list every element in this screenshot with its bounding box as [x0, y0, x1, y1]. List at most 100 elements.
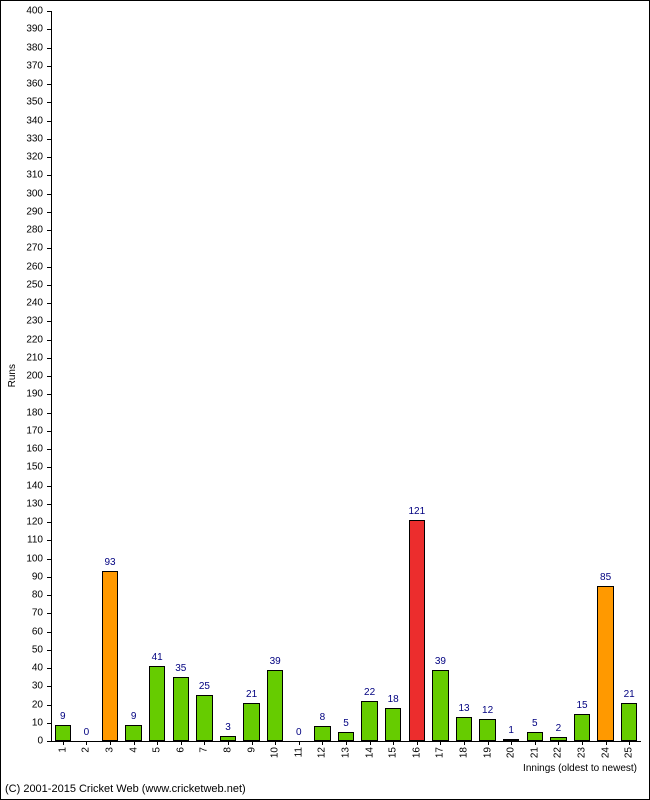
- y-tick-label: 290: [26, 206, 43, 217]
- x-tick-mark: [606, 741, 607, 745]
- bar: [409, 520, 426, 741]
- x-tick-label: 7: [199, 747, 210, 753]
- bar-value-label: 0: [296, 727, 302, 738]
- y-tick-label: 210: [26, 352, 43, 363]
- y-tick-label: 40: [32, 663, 43, 674]
- y-tick-label: 120: [26, 517, 43, 528]
- x-tick-mark: [299, 741, 300, 745]
- x-tick-mark: [417, 741, 418, 745]
- bar-value-label: 3: [225, 722, 231, 733]
- y-tick-mark: [47, 340, 51, 341]
- y-tick-mark: [47, 267, 51, 268]
- x-tick-mark: [181, 741, 182, 745]
- bar-value-label: 22: [364, 687, 375, 698]
- x-tick-label: 19: [482, 747, 493, 758]
- y-tick-label: 50: [32, 644, 43, 655]
- y-tick-label: 130: [26, 498, 43, 509]
- y-tick-mark: [47, 285, 51, 286]
- y-tick-mark: [47, 431, 51, 432]
- bar-value-label: 21: [246, 689, 257, 700]
- x-tick-mark: [558, 741, 559, 745]
- y-tick-mark: [47, 650, 51, 651]
- x-tick-mark: [393, 741, 394, 745]
- bar-value-label: 9: [131, 711, 137, 722]
- x-tick-label: 3: [105, 747, 116, 753]
- x-tick-label: 10: [270, 747, 281, 758]
- y-tick-mark: [47, 84, 51, 85]
- bar-value-label: 15: [576, 700, 587, 711]
- x-tick-mark: [535, 741, 536, 745]
- bar: [338, 732, 355, 741]
- bar-value-label: 9: [60, 711, 66, 722]
- x-tick-label: 18: [459, 747, 470, 758]
- bar: [314, 726, 331, 741]
- y-tick-label: 400: [26, 6, 43, 17]
- y-tick-mark: [47, 723, 51, 724]
- y-tick-label: 220: [26, 334, 43, 345]
- x-tick-label: 12: [317, 747, 328, 758]
- y-tick-label: 110: [27, 535, 43, 546]
- x-tick-label: 21: [529, 747, 540, 758]
- y-tick-mark: [47, 705, 51, 706]
- y-tick-mark: [47, 413, 51, 414]
- y-tick-label: 190: [26, 389, 43, 400]
- y-tick-label: 320: [26, 152, 43, 163]
- bar: [55, 725, 72, 741]
- x-tick-mark: [110, 741, 111, 745]
- bar: [125, 725, 142, 741]
- y-tick-label: 360: [26, 79, 43, 90]
- bar-value-label: 25: [199, 681, 210, 692]
- y-tick-label: 330: [26, 133, 43, 144]
- x-tick-mark: [346, 741, 347, 745]
- y-tick-mark: [47, 632, 51, 633]
- y-tick-label: 200: [26, 371, 43, 382]
- x-tick-label: 25: [624, 747, 635, 758]
- x-tick-label: 5: [152, 747, 163, 753]
- y-tick-mark: [47, 595, 51, 596]
- y-tick-mark: [47, 121, 51, 122]
- x-tick-label: 11: [293, 747, 304, 757]
- bar-value-label: 35: [175, 663, 186, 674]
- y-tick-label: 380: [26, 42, 43, 53]
- x-tick-label: 4: [128, 747, 139, 753]
- x-tick-label: 13: [341, 747, 352, 758]
- y-tick-label: 180: [26, 407, 43, 418]
- y-tick-label: 300: [26, 188, 43, 199]
- y-tick-label: 350: [26, 97, 43, 108]
- y-axis-title: Runs: [7, 364, 18, 387]
- x-tick-mark: [464, 741, 465, 745]
- bar: [479, 719, 496, 741]
- y-tick-label: 150: [26, 462, 43, 473]
- y-tick-label: 340: [26, 115, 43, 126]
- plot-area: [51, 11, 641, 741]
- y-tick-mark: [47, 376, 51, 377]
- y-tick-label: 250: [26, 279, 43, 290]
- y-tick-label: 30: [32, 681, 43, 692]
- x-tick-mark: [488, 741, 489, 745]
- y-tick-mark: [47, 303, 51, 304]
- bar: [102, 571, 119, 741]
- x-tick-label: 24: [600, 747, 611, 758]
- y-tick-label: 390: [26, 24, 43, 35]
- x-tick-mark: [440, 741, 441, 745]
- bar-value-label: 39: [270, 656, 281, 667]
- bar: [173, 677, 190, 741]
- bar-value-label: 0: [84, 727, 90, 738]
- y-tick-mark: [47, 613, 51, 614]
- y-tick-mark: [47, 321, 51, 322]
- bar: [361, 701, 378, 741]
- x-tick-label: 16: [411, 747, 422, 758]
- x-tick-label: 8: [223, 747, 234, 753]
- y-tick-label: 80: [32, 590, 43, 601]
- y-tick-mark: [47, 467, 51, 468]
- y-tick-mark: [47, 741, 51, 742]
- bar-value-label: 2: [556, 723, 562, 734]
- bar-value-label: 5: [343, 718, 349, 729]
- y-tick-mark: [47, 522, 51, 523]
- x-tick-mark: [157, 741, 158, 745]
- x-tick-mark: [370, 741, 371, 745]
- y-tick-label: 240: [26, 298, 43, 309]
- y-tick-mark: [47, 157, 51, 158]
- x-tick-label: 23: [577, 747, 588, 758]
- y-tick-mark: [47, 686, 51, 687]
